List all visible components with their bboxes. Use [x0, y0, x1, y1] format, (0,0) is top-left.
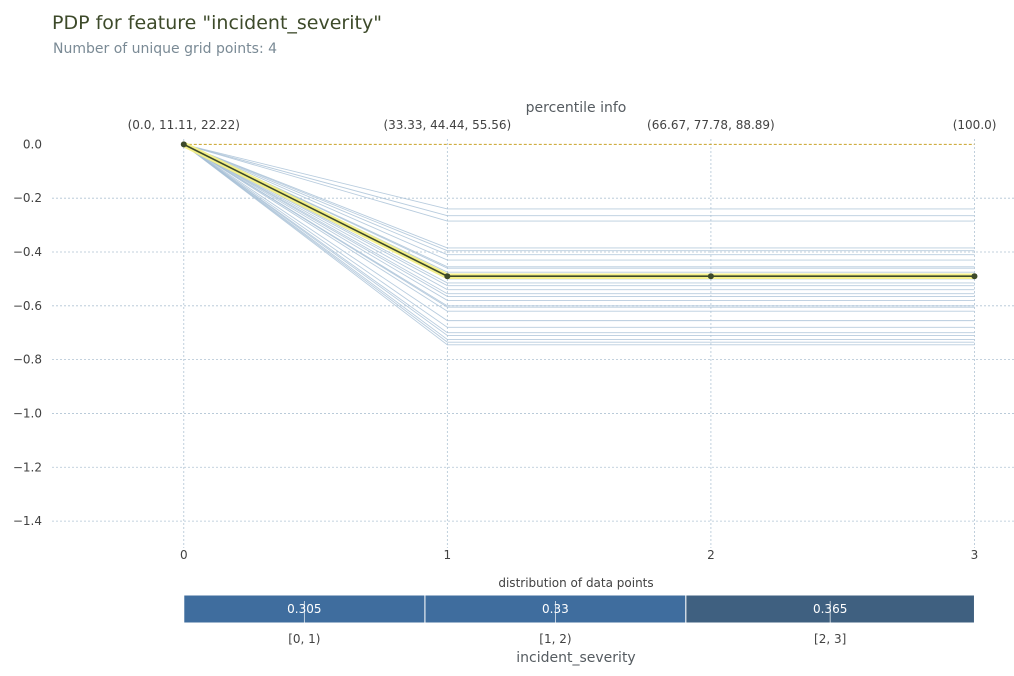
ice-line	[183, 143, 975, 217]
distribution-value-label: 0.33	[542, 602, 569, 616]
y-tick-label: −1.2	[13, 460, 42, 474]
x-tick-labels: 0 1 2 3	[180, 548, 978, 562]
ice-line	[183, 143, 975, 308]
distribution-title: distribution of data points	[498, 576, 653, 590]
ice-line	[183, 143, 975, 256]
ice-line	[183, 143, 975, 249]
average-point	[707, 273, 714, 280]
y-tick-labels: 0.0 −0.2 −0.4 −0.6 −0.8 −1.0 −1.2 −1.4	[13, 137, 42, 528]
y-tick-label: 0.0	[23, 137, 42, 151]
average-point	[444, 273, 451, 280]
average-line-layer	[180, 141, 978, 280]
ice-line	[183, 144, 975, 340]
x-axis-label: incident_severity	[516, 650, 635, 666]
x-tick-label: 2	[707, 548, 715, 562]
y-tick-label: −1.0	[13, 406, 42, 420]
distribution-bin-label: [0, 1)	[288, 632, 320, 646]
ice-line	[183, 143, 975, 222]
ice-line	[183, 144, 975, 322]
chart-subtitle: Number of unique grid points: 4	[53, 41, 278, 57]
ice-line	[183, 143, 975, 287]
ice-line	[183, 144, 975, 334]
y-tick-label: −1.4	[13, 514, 42, 528]
average-line-halo	[182, 141, 975, 279]
ice-line	[183, 143, 975, 301]
ice-line	[183, 143, 975, 269]
percentile-tick-label: (0.0, 11.11, 22.22)	[128, 118, 240, 132]
ice-line	[183, 143, 975, 268]
x-tick-label: 3	[971, 548, 979, 562]
ice-line	[183, 144, 975, 336]
ice-line	[183, 143, 975, 261]
grid-layer	[52, 139, 1014, 548]
ice-line	[183, 143, 975, 291]
ice-line	[183, 143, 975, 307]
percentile-tick-label: (100.0)	[953, 118, 997, 132]
ice-line	[183, 144, 975, 343]
ice-line	[183, 143, 975, 297]
average-line	[183, 143, 975, 278]
ice-lines-layer	[183, 143, 975, 346]
average-point	[180, 141, 187, 148]
percentile-tick-label: (33.33, 44.44, 55.56)	[383, 118, 511, 132]
ice-line	[183, 143, 975, 295]
ice-line	[183, 143, 975, 277]
chart-title: PDP for feature "incident_severity"	[52, 12, 382, 34]
x-tick-label: 1	[444, 548, 452, 562]
ice-line	[183, 143, 975, 252]
distribution-bin-label: [1, 2)	[539, 632, 571, 646]
ice-line	[183, 143, 975, 210]
ice-line	[183, 144, 975, 312]
x-tick-label: 0	[180, 548, 188, 562]
ice-line	[183, 143, 975, 284]
y-tick-label: −0.8	[13, 353, 42, 367]
y-tick-label: −0.6	[13, 299, 42, 313]
ice-line	[183, 144, 975, 346]
distribution-bars: 0.305 [0, 1) 0.33 [1, 2) 0.365 [2, 3]	[183, 594, 975, 646]
y-tick-label: −0.2	[13, 191, 42, 205]
average-point	[971, 273, 978, 280]
distribution-bin-label: [2, 3]	[814, 632, 846, 646]
ice-line	[183, 144, 975, 328]
percentile-tick-labels: (0.0, 11.11, 22.22) (33.33, 44.44, 55.56)…	[128, 118, 997, 132]
distribution-value-label: 0.305	[287, 602, 321, 616]
percentile-tick-label: (66.67, 77.78, 88.89)	[647, 118, 775, 132]
percentile-axis-label: percentile info	[526, 100, 627, 116]
y-tick-label: −0.4	[13, 245, 42, 259]
distribution-value-label: 0.365	[813, 602, 847, 616]
